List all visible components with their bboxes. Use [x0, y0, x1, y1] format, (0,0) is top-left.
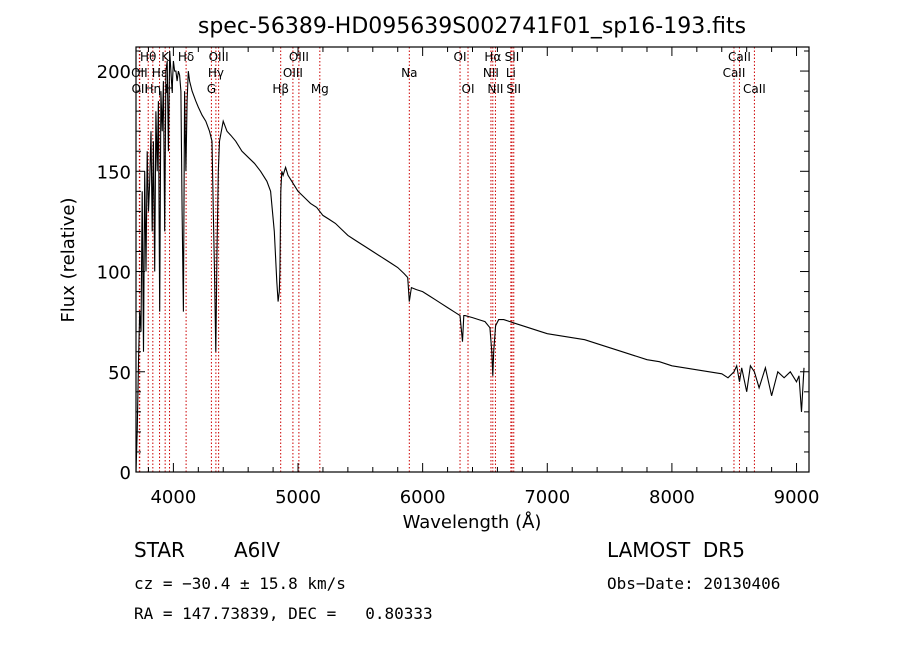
x-tick-label: 6000: [400, 487, 446, 508]
spectral-line-label: Hβ: [272, 82, 289, 96]
spectral-line-label: OIII: [209, 50, 229, 64]
spectral-line-label: OII: [131, 66, 148, 80]
y-tick-label: 200: [97, 62, 131, 83]
spectral-line-label: OIII: [283, 66, 303, 80]
spectral-line-label: OI: [454, 50, 467, 64]
spectral-subclass: A6IV: [234, 538, 280, 562]
survey-name: LAMOST DR5: [607, 538, 745, 562]
spectral-line-label: Hε: [152, 66, 168, 80]
spectral-line-label: K: [161, 50, 170, 64]
spectral-line-label: CaII: [723, 66, 746, 80]
x-axis-ticks: 4000 5000 6000 7000 8000 9000: [147, 47, 820, 508]
spectral-line-label: NII: [487, 82, 503, 96]
redshift-readout: cz = −30.4 ± 15.8 km/s: [134, 574, 346, 593]
x-tick-label: 5000: [275, 487, 321, 508]
x-tick-label: 8000: [649, 487, 695, 508]
y-axis-ticks: 0 50 100 150 200: [97, 50, 809, 484]
plot-frame: [135, 46, 810, 473]
chart-title: spec-56389-HD095639S002741F01_sp16-193.f…: [198, 14, 746, 39]
spectral-line-label: OI: [462, 82, 475, 96]
x-tick-label: 9000: [774, 487, 820, 508]
spectral-line-label: SII: [506, 82, 521, 96]
y-axis-label: Flux (relative): [58, 197, 79, 322]
spectral-line-label: Hδ: [178, 50, 194, 64]
y-tick-label: 100: [97, 263, 131, 284]
x-tick-label: 7000: [524, 487, 570, 508]
spectral-line-label: Na: [401, 66, 417, 80]
spectral-line-label: Hγ: [208, 66, 224, 80]
spectral-line-label: Hα: [484, 50, 501, 64]
spectral-line-label: CaII: [728, 50, 751, 64]
y-tick-label: 50: [108, 363, 131, 384]
obs-date: Obs−Date: 20130406: [607, 574, 781, 593]
y-tick-label: 150: [97, 162, 131, 183]
spectral-line-label: NII: [483, 66, 499, 80]
spectral-line-label: OIII: [289, 50, 309, 64]
spectral-line-label: SII: [505, 50, 520, 64]
spectrum-trace: [135, 50, 805, 473]
object-class: STAR: [134, 538, 185, 562]
x-axis-label: Wavelength (Å): [403, 511, 542, 533]
spectral-line-label: G: [207, 82, 216, 96]
coordinates: RA = 147.73839, DEC = 0.80333: [134, 604, 433, 623]
spectral-line-label: Mg: [311, 82, 329, 96]
x-tick-label: 4000: [150, 487, 196, 508]
spectral-line-label: Hη: [145, 82, 162, 96]
spectral-line-label: Li: [506, 66, 516, 80]
spectral-line-label: CaII: [743, 82, 766, 96]
spectral-lines: [138, 47, 755, 472]
y-tick-label: 0: [120, 463, 131, 484]
spectral-line-label: Hθ: [140, 50, 156, 64]
